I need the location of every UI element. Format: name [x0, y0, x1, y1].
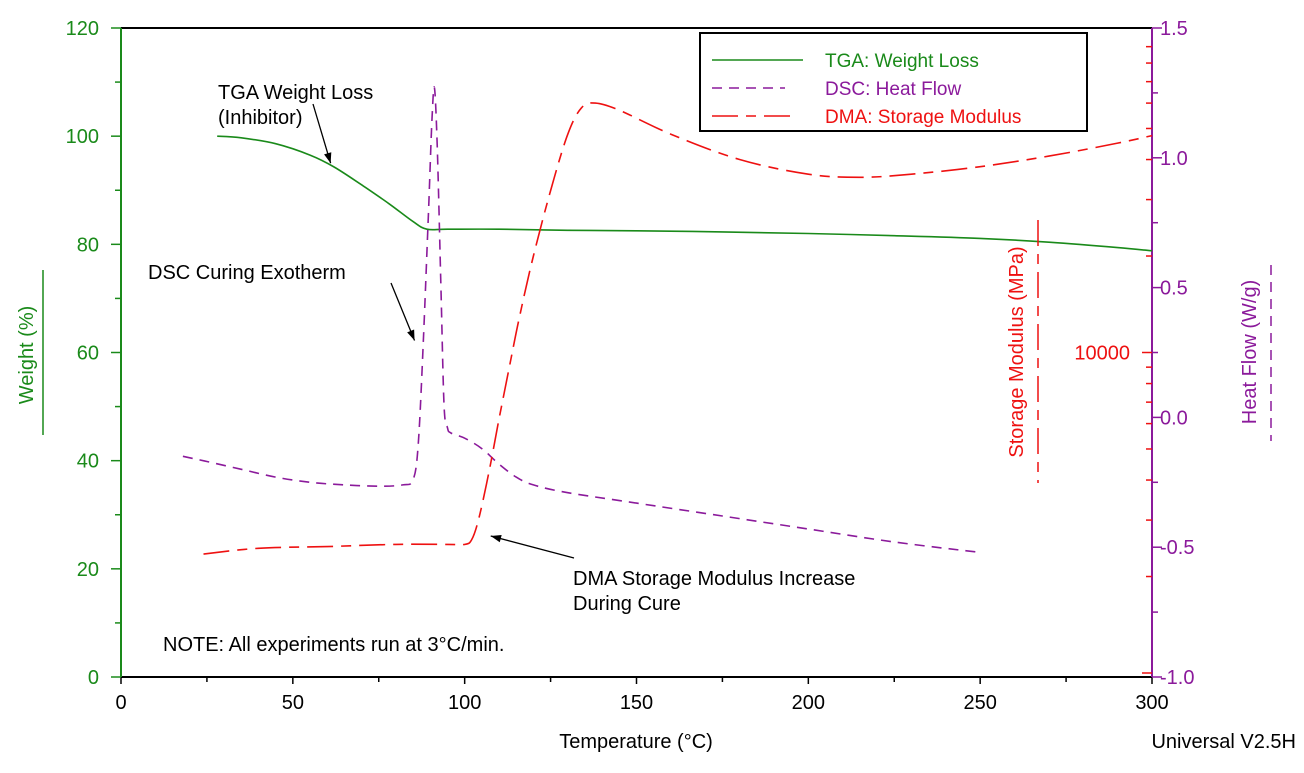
x-tick-label: 300	[1135, 692, 1168, 714]
annotation-tga-line2: (Inhibitor)	[218, 107, 302, 129]
storage-modulus-axis-title: Storage Modulus (MPa)	[1006, 246, 1028, 457]
annotations-group: TGA Weight Loss (Inhibitor) DSC Curing Exo…	[148, 82, 855, 656]
left-tick-label: 40	[77, 451, 99, 473]
annotation-dma-arrow-head	[490, 534, 502, 543]
modulus-tick-label: 10000	[1074, 343, 1130, 365]
right-tick-label: 0.0	[1160, 407, 1188, 429]
left-tick-label: 120	[66, 18, 99, 40]
annotation-dsc-arrow-head	[407, 329, 415, 341]
x-tick-label: 250	[963, 692, 996, 714]
x-tick-label: 150	[620, 692, 653, 714]
left-tick-label: 0	[88, 667, 99, 689]
annotation-tga-line1: TGA Weight Loss	[218, 82, 373, 104]
x-axis-title: Temperature (°C)	[559, 731, 713, 753]
x-tick-label: 100	[448, 692, 481, 714]
x-tick-label: 200	[792, 692, 825, 714]
axes-group: 0 50 100 150 200 250 300 0 20 40 60 80 100 120 -1.0 -0.…	[66, 18, 1195, 714]
legend-label-dma: DMA: Storage Modulus	[825, 107, 1021, 128]
right-tick-label: 1.5	[1160, 18, 1188, 40]
legend: TGA: Weight Loss DSC: Heat Flow DMA: Sto…	[699, 32, 1088, 132]
legend-label-tga: TGA: Weight Loss	[825, 51, 979, 72]
annotation-dma-line1: DMA Storage Modulus Increase	[573, 568, 855, 590]
annotation-dma-line2: During Cure	[573, 593, 681, 615]
x-tick-label: 50	[282, 692, 304, 714]
annotation-dma-arrow-line	[490, 535, 575, 559]
legend-label-dsc: DSC: Heat Flow	[825, 79, 961, 100]
series-group	[182, 86, 1153, 555]
left-axis-title: Weight (%)	[16, 306, 38, 405]
left-tick-label: 60	[77, 343, 99, 365]
series-line-tga	[217, 135, 1153, 252]
annotation-tga-arrow-head	[324, 152, 332, 164]
right-tick-label: -0.5	[1160, 537, 1194, 559]
left-tick-label: 100	[66, 126, 99, 148]
right-tick-label: 0.5	[1160, 278, 1188, 300]
series-line-dma	[203, 102, 1153, 555]
series-line-dsc	[182, 86, 981, 554]
left-tick-label: 80	[77, 234, 99, 256]
right-tick-label: -1.0	[1160, 667, 1194, 689]
right-axis-title: Heat Flow (W/g)	[1239, 280, 1261, 424]
x-tick-label: 0	[115, 692, 126, 714]
left-tick-label: 20	[77, 559, 99, 581]
right-tick-label: 1.0	[1160, 148, 1188, 170]
footer-version: Universal V2.5H	[1151, 731, 1296, 753]
annotation-dsc-arrow-line	[390, 282, 416, 341]
legend-box	[699, 32, 1088, 132]
annotation-note: NOTE: All experiments run at 3°C/min.	[163, 634, 504, 656]
annotation-dsc: DSC Curing Exotherm	[148, 262, 346, 284]
